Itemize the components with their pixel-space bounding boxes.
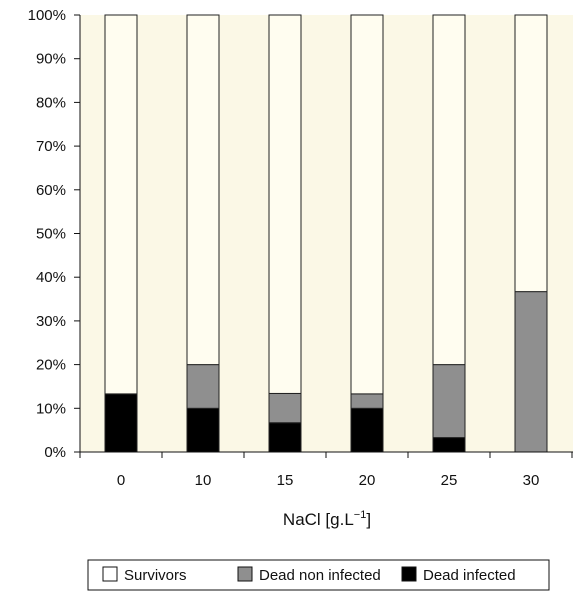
bar-segment-dead-infected-0 (104, 393, 138, 453)
bar-segment-dead-infected-25 (432, 437, 466, 453)
y-tick-label: 30% (36, 313, 66, 330)
y-tick-label: 70% (36, 138, 66, 155)
y-tick-label: 90% (36, 51, 66, 68)
y-tick-label: 50% (36, 226, 66, 243)
bar-segment-survivors-15 (268, 14, 302, 394)
ticks-layer: 0% 10% 20% 30% 40% 50% 60% 70% 80% 90% 100% 0 10 15 20… (28, 7, 573, 489)
legend-label-dead-non-infected: Dead non infected (259, 567, 381, 584)
bar-segment-survivors-20 (350, 14, 384, 395)
y-tick-label: 20% (36, 357, 66, 374)
legend-label-survivors: Survivors (124, 567, 187, 584)
legend-box (87, 559, 550, 591)
bar-segment-survivors-10 (186, 14, 220, 366)
x-tick-label: 0 (117, 472, 125, 489)
x-axis-title-main: NaCl [g.L (283, 510, 354, 529)
bar-segment-dead-non-infected-10 (186, 364, 220, 409)
x-axis-title-superscript: −1 (354, 509, 367, 521)
bar-segment-dead-non-infected-15 (268, 392, 302, 424)
x-tick-label: 30 (523, 472, 540, 489)
bars-layer (104, 14, 548, 453)
x-tick-label: 20 (359, 472, 376, 489)
y-tick-label: 0% (44, 444, 66, 461)
bar-segment-dead-non-infected-30 (514, 291, 548, 453)
x-axis-title-close: ] (366, 510, 371, 529)
bar-segment-dead-infected-10 (186, 407, 220, 453)
y-tick-label: 60% (36, 182, 66, 199)
bar-segment-dead-non-infected-25 (432, 364, 466, 439)
legend-swatch-dead-non-infected (237, 566, 253, 582)
legend-label-dead-infected: Dead infected (423, 567, 516, 584)
y-tick-label: 40% (36, 269, 66, 286)
x-tick-label: 25 (441, 472, 458, 489)
bar-segment-dead-infected-15 (268, 422, 302, 453)
bar-segment-survivors-30 (514, 14, 548, 293)
legend: Survivors Dead non infected Dead infected (87, 559, 550, 591)
legend-swatch-survivors (102, 566, 118, 582)
y-tick-label: 10% (36, 400, 66, 417)
x-tick-label: 15 (277, 472, 294, 489)
plot-area (80, 15, 573, 452)
y-tick-label: 100% (28, 7, 66, 24)
x-tick-label: 10 (195, 472, 212, 489)
bar-segment-survivors-25 (432, 14, 466, 366)
bar-segment-dead-non-infected-20 (350, 393, 384, 409)
x-axis-title: NaCl [g.L−1] (283, 509, 371, 529)
legend-swatch-dead-infected (401, 566, 417, 582)
bar-segment-survivors-0 (104, 14, 138, 395)
y-tick-label: 80% (36, 94, 66, 111)
bar-segment-dead-infected-20 (350, 407, 384, 453)
